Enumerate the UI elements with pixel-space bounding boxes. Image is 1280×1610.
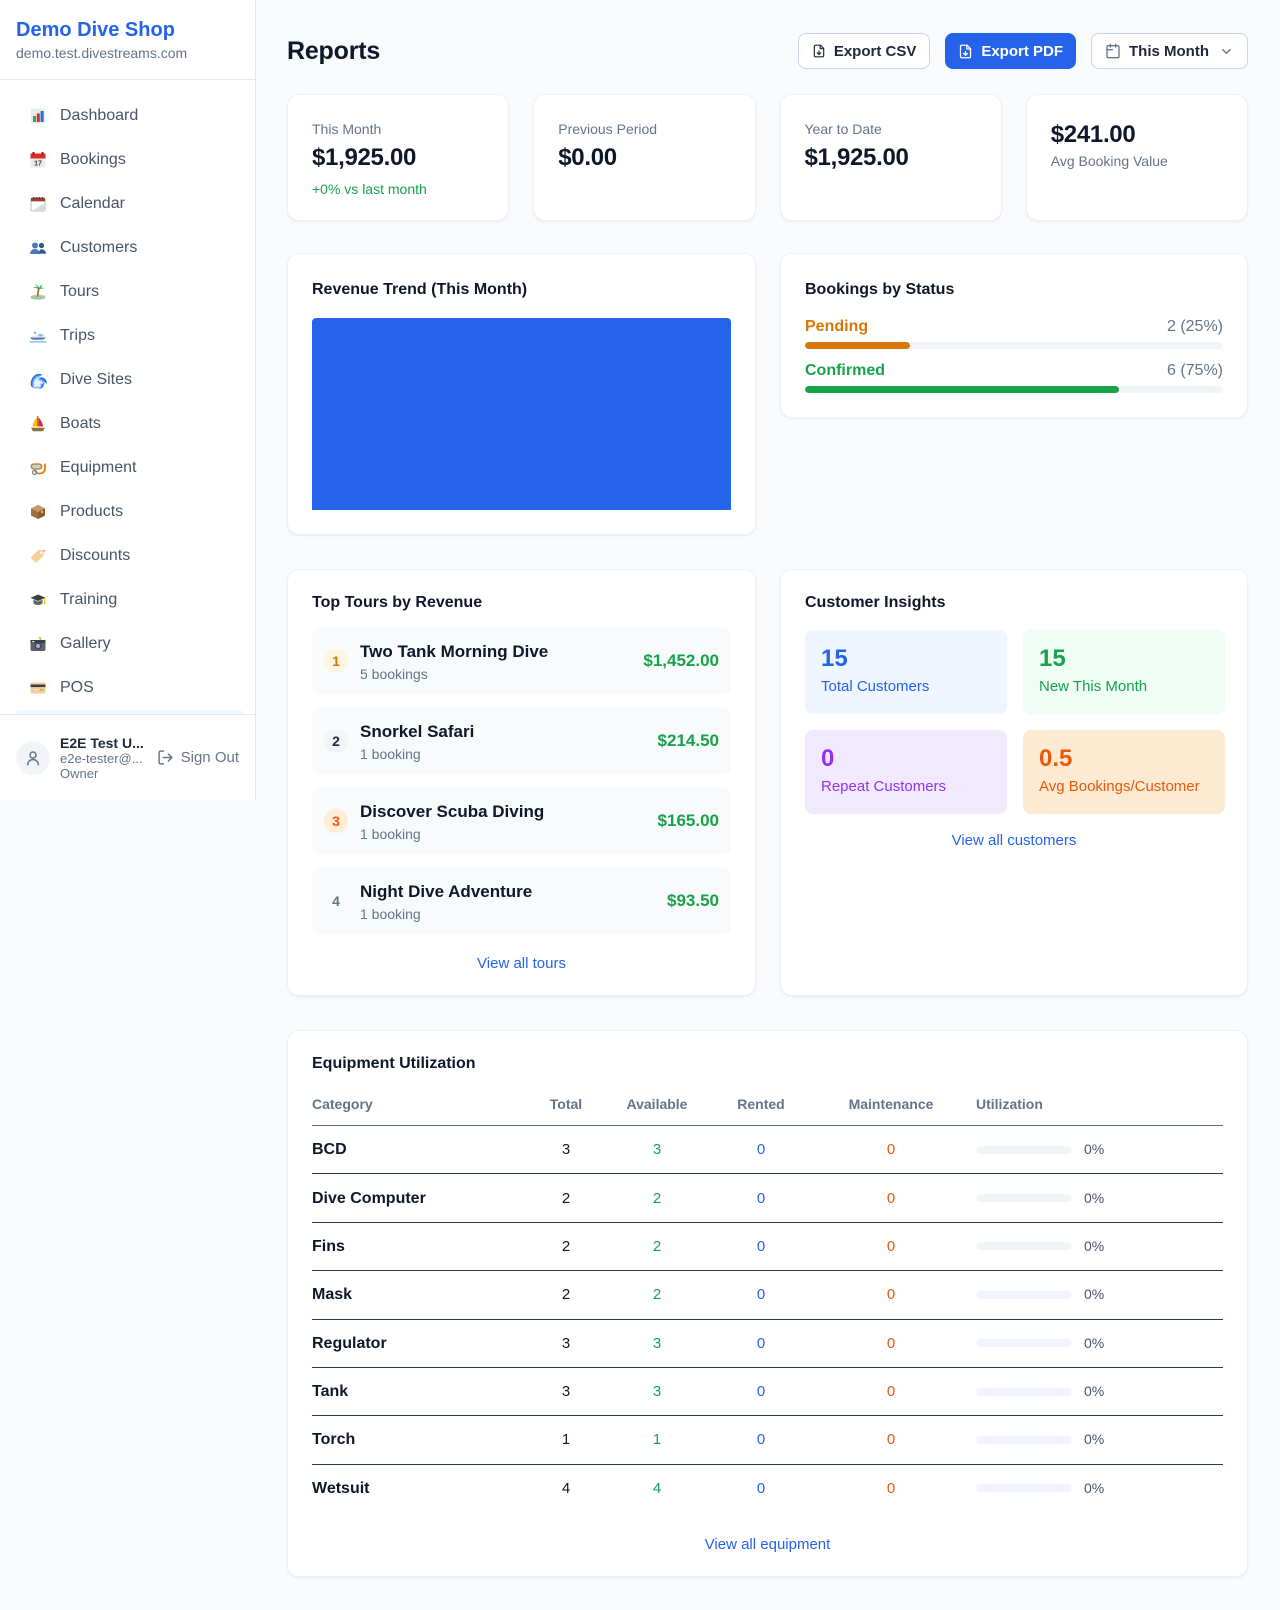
svg-text:17: 17 [34, 161, 42, 168]
